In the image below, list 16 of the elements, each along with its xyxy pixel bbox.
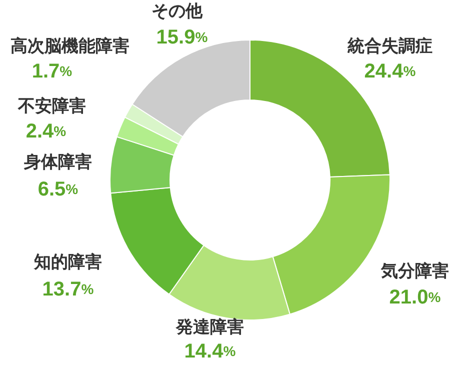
data-label: 21.0%: [389, 286, 442, 308]
slice-label: 身体障害: [23, 152, 92, 173]
data-label: 24.4%: [364, 60, 416, 82]
data-label: 15.9%: [156, 26, 208, 48]
slice-label: 高次脳機能障害: [10, 36, 130, 57]
slice-label: 気分障害: [380, 262, 449, 282]
slice-label: 知的障害: [33, 252, 102, 273]
data-label: 14.4%: [184, 340, 236, 362]
data-label: 2.4%: [26, 120, 67, 142]
data-label: 1.7%: [32, 60, 73, 82]
slice-label: その他: [152, 2, 204, 22]
data-label: 13.7%: [42, 278, 94, 300]
slice-label: 統合失調症: [346, 36, 432, 57]
data-label: 6.5%: [38, 178, 79, 200]
slice-label: 不安障害: [17, 96, 86, 117]
slice-label: 発達障害: [175, 318, 244, 338]
